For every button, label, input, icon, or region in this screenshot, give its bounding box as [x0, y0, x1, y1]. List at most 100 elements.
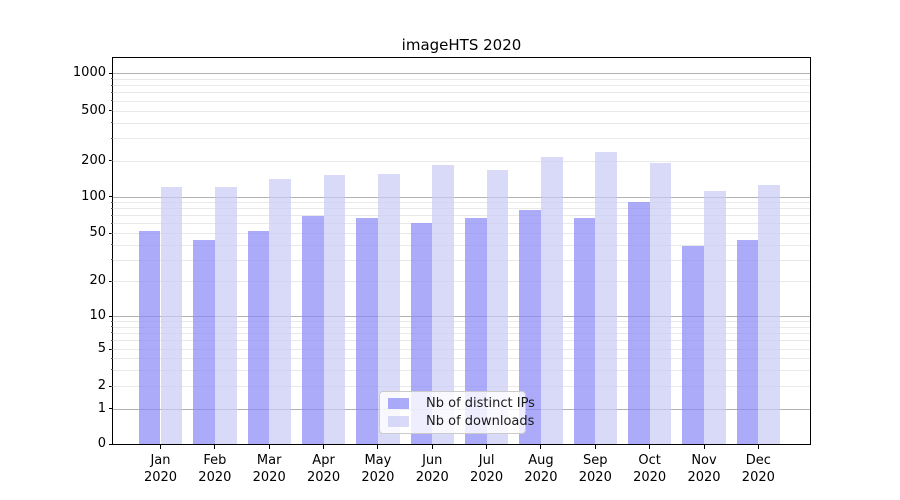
legend-swatch-downloads: [388, 415, 409, 427]
x-tick-apr: [323, 445, 325, 449]
y-minor-tick: [110, 320, 113, 322]
y-minor-tick: [110, 84, 113, 86]
y-minor-tick: [110, 137, 113, 139]
legend: Nb of distinct IPs Nb of downloads: [379, 391, 535, 434]
x-tick-label-feb: Feb 2020: [198, 453, 232, 485]
bar-downloads-apr: [323, 174, 346, 444]
x-tick-jan: [160, 445, 161, 449]
y-minor-tick: [110, 122, 113, 124]
y-tick-label-0: 0: [97, 436, 106, 451]
gridline-major: [113, 196, 810, 198]
gridline-minor: [113, 259, 810, 261]
x-tick-label-may: May 2020: [361, 453, 395, 485]
x-tick-label-oct: Oct 2020: [633, 453, 667, 485]
y-minor-tick: [110, 385, 113, 387]
legend-swatch-distinct-ips: [388, 398, 409, 410]
gridline-minor: [113, 233, 810, 234]
bar-ips-jul: [464, 218, 487, 444]
gridline-minor: [113, 110, 810, 112]
gridline-major: [113, 73, 810, 74]
gridline-minor: [113, 386, 810, 387]
y-tick-10: [108, 315, 113, 317]
legend-item-distinct-ips: Nb of distinct IPs: [388, 396, 535, 411]
gridline-minor: [113, 349, 810, 350]
y-minor-tick: [110, 339, 113, 341]
x-tick-label-jan: Jan 2020: [143, 453, 178, 485]
gridline-minor: [113, 321, 810, 323]
gridline-minor: [113, 85, 810, 87]
bar-ips-may: [356, 218, 378, 444]
x-tick-label-dec: Dec 2020: [741, 453, 775, 485]
bar-ips-nov: [682, 246, 704, 444]
y-tick-label-50: 50: [89, 225, 106, 240]
x-tick-label-mar: Mar 2020: [252, 453, 286, 485]
bar-ips-sep: [573, 218, 596, 444]
y-minor-tick: [110, 100, 113, 102]
y-minor-tick: [110, 160, 113, 161]
y-minor-tick: [110, 280, 113, 282]
bar-downloads-may: [377, 173, 400, 444]
chart-title: imageHTS 2020: [401, 36, 522, 54]
gridline-minor: [113, 369, 810, 371]
y-minor-tick: [110, 332, 113, 334]
bar-downloads-aug: [540, 156, 563, 444]
x-tick-dec: [757, 445, 759, 449]
y-tick-label-20: 20: [89, 273, 106, 288]
y-minor-tick: [110, 369, 113, 371]
x-tick-label-jul: Jul 2020: [470, 453, 504, 485]
bar-ips-jan: [138, 230, 161, 444]
bar-ips-oct: [627, 201, 650, 444]
gridline-minor: [113, 122, 810, 124]
gridline-minor: [113, 208, 810, 210]
x-tick-sep: [594, 445, 596, 449]
bar-ips-mar: [247, 230, 270, 444]
bar-downloads-oct: [649, 163, 672, 444]
gridline-minor: [113, 358, 810, 359]
bar-ips-jun: [410, 222, 433, 444]
gridline-minor: [113, 326, 810, 328]
y-minor-tick: [110, 348, 113, 350]
x-tick-aug: [540, 445, 542, 449]
bar-ips-dec: [736, 239, 759, 444]
x-tick-label-nov: Nov 2020: [687, 453, 721, 485]
y-tick-label-200: 200: [81, 152, 106, 168]
bar-downloads-dec: [758, 185, 781, 444]
gridline-minor: [113, 92, 810, 94]
y-minor-tick: [110, 110, 113, 111]
gridline-minor: [113, 281, 810, 282]
y-tick-label-5: 5: [97, 341, 106, 356]
y-minor-tick: [110, 201, 113, 203]
x-tick-mar: [268, 445, 270, 449]
gridline-minor: [113, 138, 810, 140]
y-minor-tick: [110, 207, 113, 209]
bar-ips-feb: [193, 239, 215, 444]
gridline-minor: [113, 332, 810, 334]
x-tick-jun: [431, 445, 433, 449]
y-tick-1: [108, 408, 113, 409]
bar-downloads-mar: [269, 179, 291, 444]
y-minor-tick: [110, 78, 113, 80]
legend-label-downloads: Nb of downloads: [426, 413, 535, 429]
legend-item-downloads: Nb of downloads: [388, 414, 534, 429]
x-tick-label-sep: Sep 2020: [578, 453, 612, 485]
y-tick-label-100: 100: [81, 188, 106, 204]
bar-downloads-feb: [214, 186, 237, 444]
x-tick-nov: [703, 445, 705, 449]
x-tick-feb: [214, 445, 216, 449]
legend-label-distinct-ips: Nb of distinct IPs: [426, 396, 535, 412]
y-tick-label-2: 2: [97, 378, 106, 393]
bar-downloads-jun: [432, 164, 454, 444]
bar-downloads-nov: [704, 190, 726, 444]
y-tick-100: [108, 196, 113, 198]
y-tick-0: [108, 443, 113, 445]
x-tick-jul: [486, 445, 488, 449]
y-minor-tick: [110, 326, 113, 328]
y-minor-tick: [110, 91, 113, 93]
gridline-minor: [113, 215, 810, 217]
x-tick-label-apr: Apr 2020: [307, 453, 341, 485]
gridline-minor: [113, 223, 810, 225]
gridline-minor: [113, 78, 810, 80]
bar-ips-apr: [301, 216, 324, 444]
bar-ips-aug: [519, 209, 541, 444]
